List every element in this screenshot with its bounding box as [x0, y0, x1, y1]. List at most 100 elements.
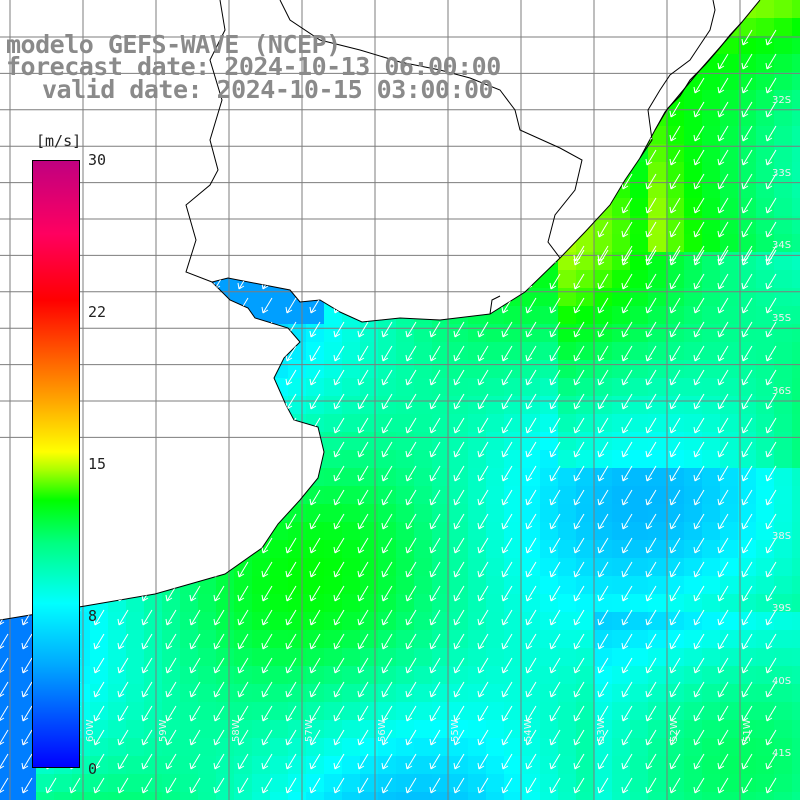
- wind-cell-611: [468, 234, 487, 253]
- wind-cell-1138: [234, 450, 253, 469]
- wind-cell-1755: [0, 702, 19, 721]
- wind-cell-1784: [522, 702, 541, 721]
- wind-arrow-132: [0, 345, 9, 362]
- wind-arrow-415: [453, 537, 465, 554]
- wind-cell-1456: [288, 576, 307, 595]
- wind-arrow-188: [549, 369, 561, 386]
- wind-cell-997: [126, 396, 145, 415]
- wind-arrow-517: [525, 609, 537, 626]
- wind-cell-2007: [486, 792, 505, 800]
- wind-cell-1176: [108, 468, 127, 487]
- wind-cell-1299: [702, 504, 721, 523]
- wind-cell-783: [324, 306, 343, 325]
- wind-cell-601: [288, 234, 307, 253]
- wind-cell-334: [342, 126, 361, 145]
- wind-cell-950: [90, 378, 109, 397]
- wind-cell-493: [774, 180, 793, 199]
- wind-cell-1537: [126, 612, 145, 631]
- wind-arrow-543: [357, 633, 369, 650]
- wind-cell-810: [0, 324, 19, 343]
- wind-cell-272: [36, 108, 55, 127]
- wind-cell-698: [414, 270, 433, 289]
- wind-cell-819: [162, 324, 181, 343]
- wind-cell-981: [648, 378, 667, 397]
- wind-cell-1664: [792, 648, 800, 667]
- wind-cell-1123: [774, 432, 793, 451]
- wind-cell-815: [90, 324, 109, 343]
- wind-arrow-420: [573, 537, 585, 554]
- wind-cell-1704: [702, 666, 721, 685]
- wind-cell-288: [324, 108, 343, 127]
- wind-arrow-699: [141, 753, 153, 770]
- wind-cell-1335: [540, 522, 559, 541]
- wind-arrow-39: [141, 273, 153, 290]
- wind-cell-1549: [342, 612, 361, 631]
- wind-arrow-403: [165, 537, 177, 554]
- wind-cell-1900: [180, 756, 199, 775]
- wind-arrow-409: [309, 537, 321, 554]
- wind-cell-771: [108, 306, 127, 325]
- wind-cell-2008: [504, 792, 523, 800]
- wind-cell-1896: [108, 756, 127, 775]
- wind-arrow-195: [717, 369, 729, 386]
- wind-cell-1884: [702, 738, 721, 757]
- wind-cell-1329: [432, 522, 451, 541]
- wind-arrow-623: [693, 681, 705, 698]
- wind-cell-278: [144, 108, 163, 127]
- wind-cell-269: [792, 90, 800, 109]
- wind-arrow-49: [381, 273, 393, 290]
- wind-arrow-400: [93, 537, 105, 554]
- wind-cell-1619: [792, 630, 800, 649]
- wind-arrow-179: [333, 369, 345, 386]
- wind-cell-216: [648, 72, 667, 91]
- wind-cell-1996: [288, 792, 307, 800]
- wind-cell-895: [720, 342, 739, 361]
- colorbar-units: [m/s]: [36, 132, 82, 150]
- wind-arrow-307: [237, 465, 249, 482]
- wind-arrow-71: [117, 297, 129, 314]
- wind-cell-1431: [648, 558, 667, 577]
- wind-arrow-741: [357, 777, 369, 794]
- wind-cell-1347: [756, 522, 775, 541]
- wind-cell-1468: [504, 576, 523, 595]
- wind-cell-1080: [0, 432, 19, 451]
- wind-cell-763: [774, 288, 793, 307]
- wind-cell-1950: [270, 774, 289, 793]
- wind-cell-651: [378, 252, 397, 271]
- wind-arrow-568: [165, 657, 177, 674]
- wind-cell-1496: [198, 594, 217, 613]
- wind-arrow-756: [717, 777, 729, 794]
- wind-cell-2012: [576, 792, 595, 800]
- wind-cell-1855: [180, 738, 199, 757]
- wind-cell-2019: [702, 792, 721, 800]
- wind-cell-1046: [198, 414, 217, 433]
- wind-arrow-624: [717, 681, 729, 698]
- wind-cell-535: [720, 198, 739, 217]
- wind-cell-1225: [180, 486, 199, 505]
- wind-cell-1644: [432, 648, 451, 667]
- wind-cell-1387: [666, 540, 685, 559]
- wind-cell-1278: [324, 504, 343, 523]
- wind-cell-1221: [108, 486, 127, 505]
- wind-cell-1268: [144, 504, 163, 523]
- wind-arrow-718: [597, 753, 609, 770]
- wind-arrow-852: [621, 245, 633, 262]
- wind-arrow-609: [357, 681, 369, 698]
- wind-cell-1707: [756, 666, 775, 685]
- wind-cell-1344: [702, 522, 721, 541]
- wind-cell-1813: [234, 720, 253, 739]
- wind-cell-126: [648, 36, 667, 55]
- wind-arrow-593: [765, 657, 777, 674]
- lon-label-58w: 58W: [231, 719, 242, 742]
- wind-cell-934: [612, 360, 631, 379]
- wind-cell-164: [522, 54, 541, 73]
- wind-arrow-46: [309, 273, 321, 290]
- wind-cell-1499: [252, 594, 271, 613]
- wind-cell-1703: [684, 666, 703, 685]
- wind-cell-1459: [342, 576, 361, 595]
- wind-cell-816: [108, 324, 127, 343]
- wind-arrow-797: [741, 101, 753, 118]
- wind-arrow-545: [405, 633, 417, 650]
- wind-arrow-827: [741, 173, 753, 190]
- wind-cell-930: [540, 360, 559, 379]
